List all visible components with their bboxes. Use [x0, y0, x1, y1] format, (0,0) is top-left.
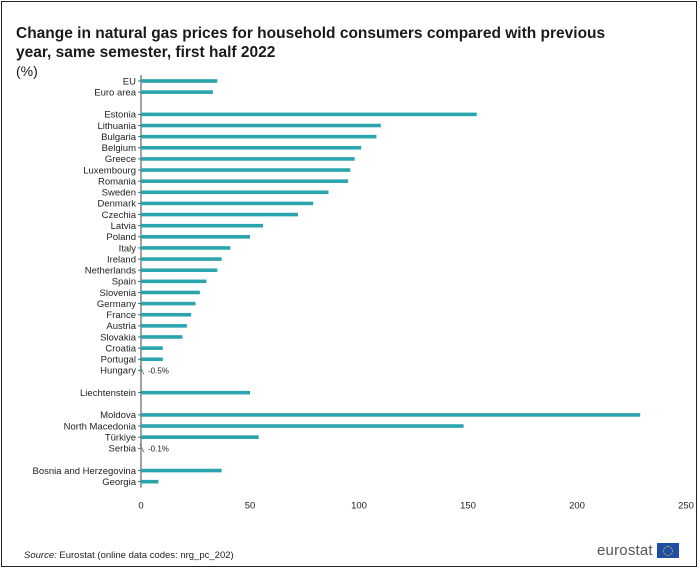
category-label-moldova: Moldova [100, 410, 137, 421]
category-label-italy: Italy [119, 243, 137, 254]
category-label-portugal: Portugal [101, 355, 136, 366]
x-tick-label: 100 [351, 501, 367, 512]
bar-north-macedonia [141, 424, 464, 428]
category-label-eu: EU [123, 76, 136, 87]
axis-layer [138, 75, 142, 488]
chart-title: Change in natural gas prices for househo… [16, 25, 606, 61]
bar-slovakia [141, 335, 183, 339]
bar-serbia [140, 446, 142, 451]
category-label-estonia: Estonia [104, 110, 136, 121]
category-label-euro-area: Euro area [94, 87, 136, 98]
data-label-serbia: -0.1% [148, 444, 169, 453]
category-label-bulgaria: Bulgaria [101, 132, 137, 143]
bar-greece [141, 157, 355, 161]
bar-belgium [141, 145, 362, 150]
bar-croatia [141, 346, 163, 350]
bar-eu [141, 79, 218, 83]
category-label-poland: Poland [106, 232, 136, 243]
category-label-slovakia: Slovakia [100, 332, 137, 343]
category-label-czechia: Czechia [102, 210, 137, 221]
x-tick-label: 0 [138, 501, 143, 512]
bar-bosnia-and-herzegovina [141, 468, 222, 473]
bar-bulgaria [141, 134, 377, 139]
x-tick-label: 250 [678, 501, 694, 512]
category-label-georgia: Georgia [102, 477, 137, 488]
category-label-latvia: Latvia [111, 221, 137, 232]
bar-euro-area [141, 90, 213, 94]
eurostat-logo: eurostat [597, 542, 679, 559]
category-label-austria: Austria [106, 321, 136, 332]
source-label: Source: [24, 550, 57, 561]
chart-unit: (%) [16, 63, 38, 79]
category-label-serbia: Serbia [109, 444, 137, 455]
bar-germany [141, 301, 196, 306]
bar-liechtenstein [141, 390, 250, 395]
bar-georgia [141, 479, 159, 484]
category-label-france: France [106, 310, 136, 321]
data-label-leader-hungary [139, 366, 145, 375]
category-label-liechtenstein: Liechtenstein [80, 388, 136, 399]
bar-netherlands [141, 268, 218, 273]
category-label-spain: Spain [112, 277, 136, 288]
source-text: Eurostat (online data codes: nrg_pc_202) [59, 550, 234, 561]
eu-flag-icon [656, 543, 679, 558]
category-label-lithuania: Lithuania [97, 121, 136, 132]
category-label-luxembourg: Luxembourg [83, 165, 136, 176]
bar-denmark [141, 201, 314, 206]
category-label-croatia: Croatia [105, 343, 136, 354]
bar-spain [141, 279, 207, 284]
bar-hungary [139, 368, 141, 373]
category-label-turkiye: Türkiye [105, 432, 136, 443]
category-label-north-macedonia: North Macedonia [64, 421, 137, 432]
category-label-denmark: Denmark [97, 199, 136, 210]
data-label-leader-serbia [139, 444, 145, 453]
bar-slovenia [141, 290, 200, 295]
bar-sweden [141, 190, 329, 195]
bar-france [141, 312, 192, 317]
bar-czechia [141, 212, 298, 217]
bar-lithuania [141, 123, 381, 128]
bar-portugal [141, 357, 163, 362]
data-label-hungary: -0.5% [148, 366, 169, 375]
category-label-netherlands: Netherlands [85, 266, 136, 277]
bars-layer [139, 79, 641, 484]
bar-turkiye [141, 435, 259, 439]
category-label-romania: Romania [98, 176, 137, 187]
bar-romania [141, 179, 349, 183]
category-label-sweden: Sweden [102, 188, 136, 199]
bar-ireland [141, 257, 222, 261]
x-tick-label: 50 [245, 501, 256, 512]
category-label-slovenia: Slovenia [100, 288, 137, 299]
category-label-hungary: Hungary [100, 366, 136, 377]
logo-text: eurostat [597, 542, 653, 559]
source-note: Source: Eurostat (online data codes: nrg… [24, 550, 234, 561]
x-tick-label: 200 [569, 501, 585, 512]
category-label-ireland: Ireland [107, 254, 136, 265]
category-label-germany: Germany [97, 299, 136, 310]
bar-luxembourg [141, 168, 351, 172]
bar-austria [141, 324, 187, 328]
category-label-greece: Greece [105, 154, 136, 165]
bar-moldova [141, 413, 641, 417]
x-tick-label: 150 [460, 501, 476, 512]
bar-poland [141, 235, 250, 239]
bar-estonia [141, 112, 477, 117]
category-label-bosnia-and-herzegovina: Bosnia and Herzegovina [32, 466, 136, 477]
category-label-belgium: Belgium [102, 143, 136, 154]
bar-latvia [141, 223, 264, 228]
bar-italy [141, 246, 231, 250]
